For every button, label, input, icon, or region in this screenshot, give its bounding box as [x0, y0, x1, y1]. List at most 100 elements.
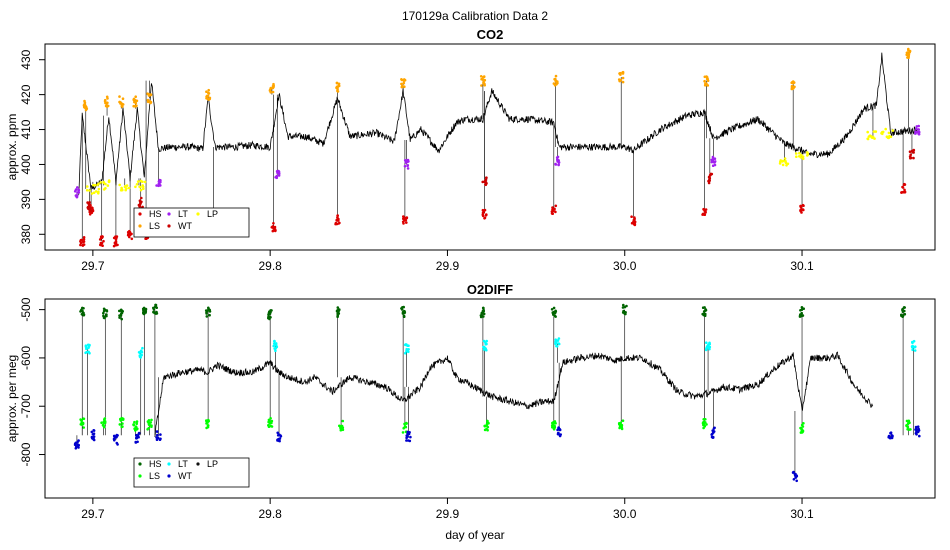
series-LT-point	[485, 342, 488, 346]
legend-label-wt: WT	[178, 221, 192, 231]
series-LP-point	[85, 188, 89, 192]
series-WT-point	[889, 436, 892, 440]
series-LS-point	[402, 78, 406, 81]
series-LP-point	[798, 155, 801, 158]
series-WT-point	[708, 176, 712, 180]
series-LS-point	[121, 97, 125, 100]
series-WT-point	[137, 435, 140, 439]
series-LS-point	[400, 82, 403, 86]
series-LP-point	[881, 132, 884, 136]
series-LP-point	[784, 160, 787, 164]
series-WT-point	[556, 432, 560, 436]
series-HS-point	[336, 306, 340, 309]
series-HS-point	[902, 191, 906, 194]
series-LP-point	[141, 180, 144, 183]
x-tick-label: 30.0	[613, 259, 637, 273]
series-HS-point	[144, 311, 147, 314]
series-LS-point	[106, 97, 109, 100]
legend-marker-wt	[167, 474, 171, 478]
series-HS-point	[481, 208, 485, 212]
series-HS-point	[484, 214, 488, 217]
series-LT-point	[157, 182, 161, 186]
series-LS-point	[907, 47, 910, 51]
series-WT-point	[484, 179, 487, 182]
panel-0-title: CO2	[477, 27, 504, 42]
series-LT-point	[911, 348, 914, 352]
series-LP-point	[871, 135, 875, 139]
series-LP-point	[872, 130, 876, 133]
series-LT-point	[711, 155, 715, 159]
series-LS-point	[205, 97, 208, 100]
series-LS-point	[905, 424, 908, 428]
series-LT-point	[74, 188, 78, 191]
series-HS-point	[102, 314, 105, 318]
series-HS-point	[552, 306, 556, 310]
series-LS-point	[121, 422, 124, 425]
panel-1-series	[73, 303, 921, 483]
panel-1-frame	[44, 298, 936, 499]
series-WT-point	[918, 434, 921, 438]
x-tick-label: 29.8	[258, 259, 282, 273]
y-tick-label: 380	[19, 224, 33, 244]
panel-1-legend-box	[133, 457, 250, 488]
series-HS-point	[482, 312, 486, 316]
series-WT-point	[90, 435, 94, 439]
series-WT-point	[909, 156, 912, 160]
series-LS-point	[79, 423, 83, 426]
series-HS-point	[798, 315, 802, 318]
series-WT-point	[89, 209, 93, 212]
series-LS-point	[617, 78, 621, 81]
series-LT-point	[407, 350, 410, 354]
series-HS-point	[82, 243, 86, 246]
series-LS-point	[84, 108, 88, 112]
series-LT-point	[85, 350, 89, 354]
series-HS-point	[801, 203, 805, 207]
series-LP-point	[868, 134, 872, 137]
series-LS-point	[134, 101, 138, 105]
series-LS-point	[486, 419, 489, 423]
series-HS-point	[336, 214, 340, 217]
series-HS-point	[483, 216, 487, 220]
series-LS-point	[208, 96, 212, 100]
series-LP-point	[135, 183, 139, 186]
series-LT-point	[705, 341, 708, 345]
legend-marker-ls	[138, 224, 142, 228]
series-HS-point	[269, 316, 272, 319]
series-WT-point	[710, 435, 714, 439]
series-LS-point	[206, 424, 210, 427]
series-WT-point	[156, 436, 159, 440]
series-LP-point	[139, 185, 142, 189]
series-HS-point	[120, 317, 123, 321]
x-tick-label: 29.9	[436, 507, 460, 521]
series-LS-point	[82, 426, 85, 429]
series-LP-point	[102, 180, 105, 184]
series-LS-point	[135, 99, 139, 103]
series-LT-point	[556, 339, 560, 342]
series-LP-point	[866, 130, 869, 134]
series-LP-point	[795, 155, 798, 158]
series-HS-point	[336, 313, 340, 317]
series-LT-point	[275, 174, 279, 178]
panel-0-ylabel: approx. ppm	[5, 114, 19, 181]
series-HS-point	[800, 308, 804, 312]
series-LS-point	[119, 419, 122, 422]
series-LT-point	[276, 171, 279, 175]
series-LS-point	[336, 89, 339, 93]
series-HS-point	[82, 313, 85, 317]
x-axis-title: day of year	[445, 528, 504, 542]
y-tick-label: 420	[19, 84, 33, 104]
series-LS-point	[706, 79, 710, 82]
series-LT-point	[403, 164, 407, 168]
series-HS-point	[337, 222, 340, 225]
series-HS-point	[130, 237, 134, 241]
series-LT-point	[484, 347, 487, 350]
series-HS-point	[118, 314, 121, 317]
series-LT-point	[557, 161, 561, 164]
series-HS-point	[900, 191, 903, 194]
series-LS-point	[485, 422, 489, 425]
series-LT-point	[713, 160, 717, 163]
y-tick-label: 430	[19, 49, 33, 69]
series-HS-point	[900, 314, 903, 318]
series-HS-point	[274, 229, 277, 232]
x-tick-label: 29.9	[436, 259, 460, 273]
